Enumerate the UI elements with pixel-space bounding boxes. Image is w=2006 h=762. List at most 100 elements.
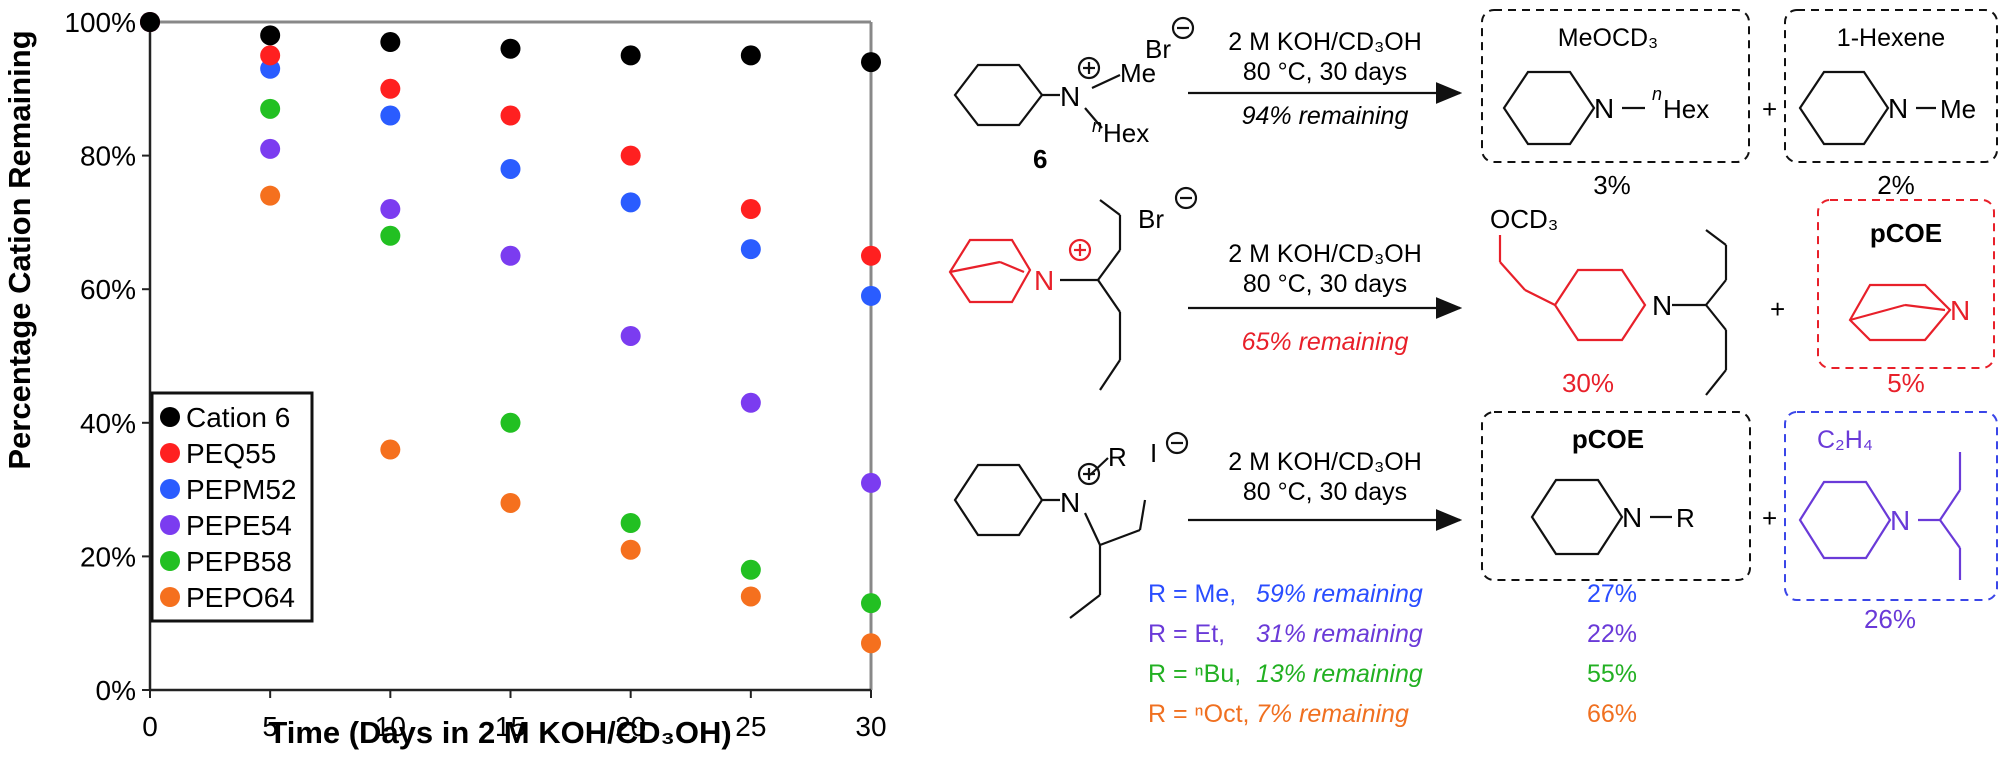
data-point-pepe54 bbox=[740, 392, 761, 413]
row1-product2-yield: 2% bbox=[1877, 170, 1915, 200]
y-tick-label: 0% bbox=[96, 675, 136, 706]
data-point-pepo64 bbox=[620, 539, 641, 560]
data-point-pepe54 bbox=[620, 325, 641, 346]
data-point-pepe54 bbox=[861, 472, 881, 493]
data-point-pepe54 bbox=[380, 199, 401, 220]
result-yield: 55% bbox=[1587, 660, 1637, 688]
legend-label: PEQ55 bbox=[186, 438, 276, 469]
row3-product1-title: pCOE bbox=[1572, 424, 1644, 454]
result-yield: 22% bbox=[1587, 620, 1637, 648]
row1-product1-atom-n: N bbox=[1594, 93, 1614, 124]
legend-label: PEPE54 bbox=[186, 510, 292, 541]
row1-product2-ring bbox=[1798, 70, 1936, 146]
row1-reactant bbox=[953, 16, 1195, 129]
row2-remaining: 65% remaining bbox=[1242, 328, 1409, 356]
x-tick-label: 15 bbox=[495, 711, 526, 742]
result-remaining: 13% remaining bbox=[1256, 660, 1423, 688]
row1-product1-yield: 3% bbox=[1593, 170, 1631, 200]
chart-legend: Cation 6 PEQ55 PEPM52 PEPE54 PEPB58 PEPO64 bbox=[150, 391, 314, 623]
data-point-pepe54 bbox=[260, 138, 281, 159]
row2-cond2: 80 °C, 30 days bbox=[1243, 270, 1407, 298]
row3-product1-ring bbox=[1530, 478, 1672, 556]
row1-sub-hex: Hex bbox=[1103, 118, 1149, 148]
result-r-label: R = ⁿOct, bbox=[1148, 700, 1250, 728]
row1-remaining: 94% remaining bbox=[1242, 102, 1409, 130]
row3-sub-r: R bbox=[1108, 442, 1127, 472]
data-point-peq55 bbox=[620, 145, 641, 166]
row2-box-title: pCOE bbox=[1870, 218, 1942, 248]
row2-atom-n: N bbox=[1034, 265, 1054, 296]
row1-product1-box bbox=[1481, 9, 1750, 163]
legend-label: PEPM52 bbox=[186, 474, 297, 505]
data-point-cation-6 bbox=[500, 38, 521, 59]
data-point-cation-6 bbox=[740, 45, 761, 66]
legend-marker bbox=[160, 443, 180, 463]
row2-product-label: OCD₃ bbox=[1490, 204, 1558, 234]
row2-reactant-chain bbox=[1060, 186, 1198, 391]
legend-marker bbox=[160, 515, 180, 535]
legend-marker bbox=[160, 551, 180, 571]
row3-counterion: I bbox=[1150, 438, 1157, 468]
row1-product2-title: 1-Hexene bbox=[1837, 24, 1945, 52]
row3-product2-title: C₂H₄ bbox=[1817, 426, 1873, 454]
data-point-pepb58 bbox=[861, 593, 881, 614]
result-yield: 66% bbox=[1587, 700, 1637, 728]
result-r-label: R = Me, bbox=[1148, 580, 1236, 608]
scheme-svg: N Me n Hex Br 6 2 M KOH/CD₃OH 80 °C, 30 … bbox=[948, 9, 1998, 728]
data-point-cation-6 bbox=[380, 32, 401, 53]
data-point-cation-6 bbox=[140, 12, 160, 32]
y-tick-label: 20% bbox=[80, 541, 136, 572]
row3-atom-n: N bbox=[1060, 487, 1080, 518]
row3-results: R = Me, 59% remaining 27% R = Et, 31% remain… bbox=[1148, 580, 1637, 728]
row1-sub-hex-sup: n bbox=[1092, 116, 1102, 136]
y-tick-label: 80% bbox=[80, 141, 136, 172]
data-point-pepb58 bbox=[620, 513, 641, 533]
data-point-pepm52 bbox=[740, 239, 761, 260]
row1-product2-sub: Me bbox=[1940, 94, 1976, 124]
row1-product1-title: MeOCD₃ bbox=[1558, 24, 1658, 52]
legend-marker bbox=[160, 587, 180, 607]
data-point-pepm52 bbox=[861, 285, 881, 306]
data-point-pepm52 bbox=[620, 192, 641, 213]
y-tick-label: 100% bbox=[64, 7, 136, 38]
x-tick-label: 0 bbox=[142, 711, 158, 742]
row2-product-ring bbox=[1498, 235, 1647, 342]
row1-product1-sub-sup: n bbox=[1652, 84, 1662, 104]
scatter-chart: 0 5 10 15 20 25 30 0% 20% 40% 60% 80% 100% Time (Day… bbox=[0, 0, 910, 757]
data-point-cation-6 bbox=[861, 52, 881, 73]
data-point-pepo64 bbox=[740, 586, 761, 607]
row1-cond1: 2 M KOH/CD₃OH bbox=[1228, 28, 1422, 56]
legend-label: Cation 6 bbox=[186, 402, 290, 433]
x-tick-label: 10 bbox=[375, 711, 406, 742]
legend-marker bbox=[160, 479, 180, 499]
row3-product2-box bbox=[1784, 411, 1998, 601]
row3-product2-atom-n: N bbox=[1890, 505, 1910, 536]
x-axis-label: Time (Days in 2 M KOH/CD₃OH) bbox=[268, 715, 731, 750]
row3-cond1: 2 M KOH/CD₃OH bbox=[1228, 448, 1422, 476]
data-point-cation-6 bbox=[620, 45, 641, 66]
legend-label: PEPB58 bbox=[186, 546, 292, 577]
data-point-pepb58 bbox=[260, 98, 281, 119]
row3-cond2: 80 °C, 30 days bbox=[1243, 478, 1407, 506]
row2-box-cage bbox=[1848, 283, 1952, 342]
row3-product1-sub: R bbox=[1676, 503, 1695, 533]
row2-product-atom-n: N bbox=[1652, 290, 1672, 321]
result-remaining: 7% remaining bbox=[1256, 700, 1409, 728]
data-point-pepb58 bbox=[380, 225, 401, 246]
row3-reactant bbox=[953, 431, 1189, 619]
data-point-pepo64 bbox=[260, 185, 281, 206]
row2-box-yield: 5% bbox=[1887, 368, 1925, 398]
result-r-label: R = Et, bbox=[1148, 620, 1225, 648]
data-point-pepb58 bbox=[740, 559, 761, 580]
row3-product1-atom-n: N bbox=[1622, 502, 1642, 533]
row3-product2-yield: 26% bbox=[1864, 604, 1916, 634]
result-yield: 27% bbox=[1587, 580, 1637, 608]
row1-sub-me: Me bbox=[1120, 58, 1156, 88]
row1-product2-box bbox=[1784, 9, 1998, 163]
row3-plus: + bbox=[1762, 503, 1777, 533]
result-remaining: 59% remaining bbox=[1256, 580, 1423, 608]
row2-cond1: 2 M KOH/CD₃OH bbox=[1228, 240, 1422, 268]
y-tick-label: 40% bbox=[80, 408, 136, 439]
reaction-scheme: N Me n Hex Br 6 2 M KOH/CD₃OH 80 °C, 30 … bbox=[910, 0, 2006, 757]
result-remaining: 31% remaining bbox=[1256, 620, 1423, 648]
